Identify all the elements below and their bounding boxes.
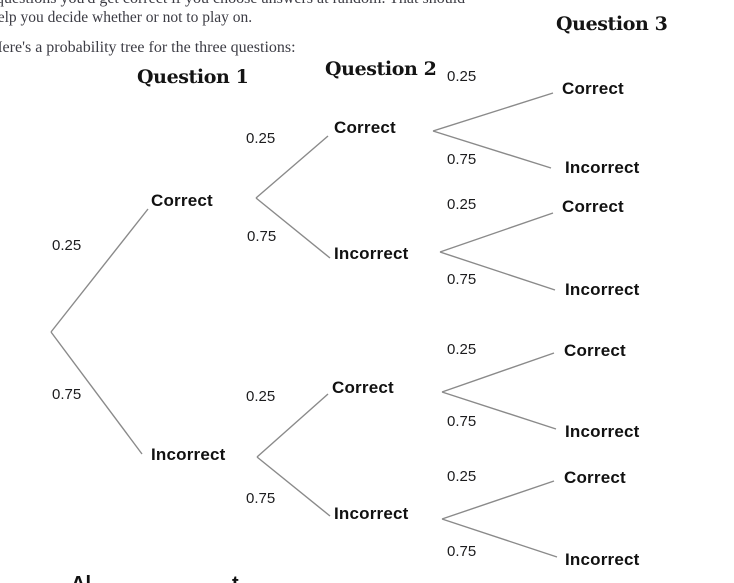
q1-outcome-correct: Correct bbox=[151, 191, 213, 210]
intro-clipped-line: questions you'd get correct if you choos… bbox=[0, 0, 465, 8]
q2-prob-ic: 0.25 bbox=[246, 388, 276, 405]
branch-q3-icc bbox=[441, 352, 555, 393]
q3-prob-ccc: 0.25 bbox=[447, 68, 477, 85]
q2-outcome-ic: Correct bbox=[332, 378, 394, 397]
q3-outcome-ccc: Correct bbox=[562, 79, 624, 98]
q3-outcome-iic: Correct bbox=[564, 468, 626, 487]
q2-prob-ii: 0.75 bbox=[246, 490, 276, 507]
q3-prob-cci: 0.75 bbox=[447, 151, 477, 168]
branch-q2-cc bbox=[255, 135, 329, 199]
q3-prob-cii: 0.75 bbox=[447, 271, 477, 288]
q1-prob-correct: 0.25 bbox=[52, 237, 82, 254]
q3-outcome-cic: Correct bbox=[562, 197, 624, 216]
branch-q3-cic bbox=[439, 212, 554, 253]
bottom-clipped-fragment-2: t bbox=[232, 573, 239, 583]
q3-prob-iic: 0.25 bbox=[447, 468, 477, 485]
bottom-clipped-fragment-1: Al bbox=[71, 573, 91, 583]
branch-lines-group bbox=[50, 92, 558, 558]
q2-outcome-cc: Correct bbox=[334, 118, 396, 137]
q3-outcome-cci: Incorrect bbox=[565, 158, 640, 177]
intro-line: help you decide whether or not to play o… bbox=[0, 9, 253, 26]
q2-outcome-ii: Incorrect bbox=[334, 504, 409, 523]
question-2-heading: Question 2 bbox=[325, 58, 437, 80]
q2-prob-ci: 0.75 bbox=[247, 228, 277, 245]
q3-prob-icc: 0.25 bbox=[447, 341, 477, 358]
q1-outcome-incorrect: Incorrect bbox=[151, 445, 226, 464]
q3-outcome-icc: Correct bbox=[564, 341, 626, 360]
branch-q3-cci bbox=[432, 130, 552, 169]
q3-outcome-iii: Incorrect bbox=[565, 550, 640, 569]
branch-q1-correct bbox=[50, 208, 149, 333]
q2-prob-cc: 0.25 bbox=[246, 130, 276, 147]
q3-prob-cic: 0.25 bbox=[447, 196, 477, 213]
branch-q3-cii bbox=[439, 251, 556, 291]
branch-q2-ic bbox=[256, 393, 329, 458]
branch-q3-ccc bbox=[432, 92, 554, 132]
branch-q2-ci bbox=[255, 197, 331, 259]
q2-outcome-ci: Incorrect bbox=[334, 244, 409, 263]
q3-outcome-ici: Incorrect bbox=[565, 422, 640, 441]
q3-prob-ici: 0.75 bbox=[447, 413, 477, 430]
branch-q1-incorrect bbox=[50, 331, 143, 455]
q1-prob-incorrect: 0.75 bbox=[52, 386, 82, 403]
question-1-heading: Question 1 bbox=[137, 66, 249, 88]
q3-outcome-cii: Incorrect bbox=[565, 280, 640, 299]
branch-q2-ii bbox=[256, 456, 331, 517]
tree-caption: Here's a probability tree for the three … bbox=[0, 39, 296, 56]
question-3-heading: Question 3 bbox=[556, 13, 668, 35]
branch-q3-iic bbox=[441, 480, 555, 520]
q3-prob-iii: 0.75 bbox=[447, 543, 477, 560]
branch-q3-iii bbox=[441, 518, 558, 558]
branch-q3-ici bbox=[441, 391, 557, 430]
